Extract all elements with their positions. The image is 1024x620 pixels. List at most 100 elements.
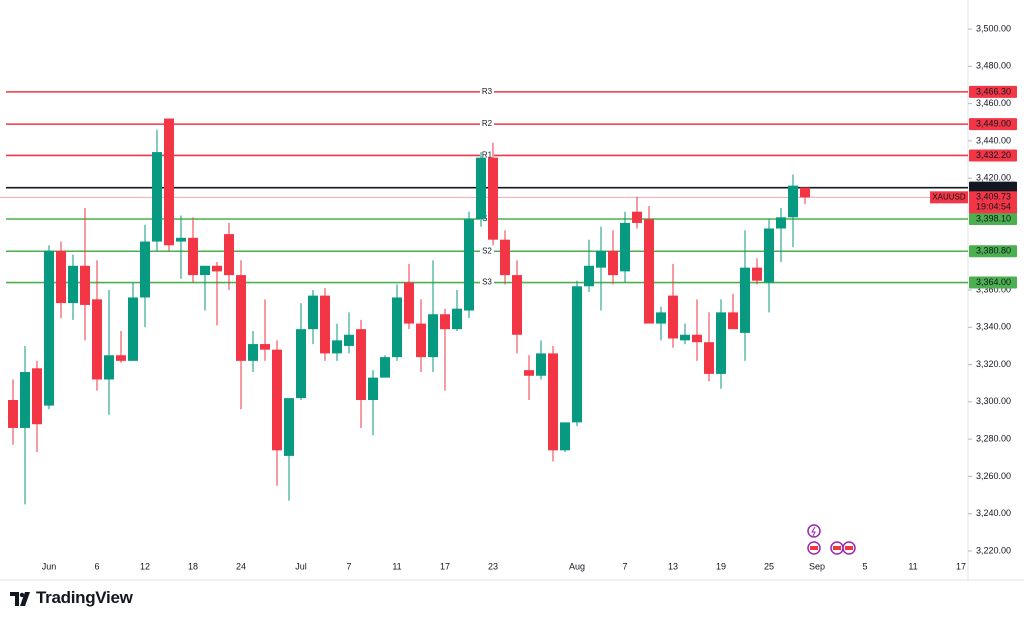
candle-body (776, 217, 786, 229)
level-price-box (969, 85, 1017, 98)
candle-body (140, 241, 150, 298)
brand-logo: TradingView (10, 588, 133, 608)
x-tick-label: 11 (908, 561, 917, 571)
x-tick-label: 17 (440, 561, 450, 571)
candle-body (656, 312, 666, 324)
last-price-box (969, 191, 1017, 214)
x-tick-label: 6 (94, 561, 99, 571)
level-name-bg (480, 214, 494, 225)
candle-body (428, 314, 438, 358)
level-price-label: 3,432.20 (976, 150, 1011, 160)
candle-body (584, 265, 594, 287)
candle-body (176, 237, 186, 242)
x-tick-label: 24 (236, 561, 246, 571)
candle-body (572, 286, 582, 423)
candle-body (752, 267, 762, 281)
candle-body (356, 329, 366, 400)
candle-body (560, 422, 570, 451)
candle-body (620, 222, 630, 272)
level-price-label: 3,398.10 (976, 213, 1011, 223)
y-tick-label: 3,460.00 (976, 98, 1011, 108)
candle-body (44, 250, 54, 406)
level-name-bg (480, 119, 494, 130)
candle-body (548, 353, 558, 451)
event-icons (807, 524, 856, 555)
y-tick-label: 3,220.00 (976, 545, 1011, 555)
candle-body (56, 250, 66, 304)
candle-body (68, 265, 78, 304)
candle-body (476, 157, 486, 220)
level-price-box (969, 149, 1017, 162)
level-name-bg (480, 246, 494, 257)
y-tick-label: 3,420.00 (976, 173, 1011, 183)
candle-body (704, 342, 714, 374)
candle-body (200, 265, 210, 276)
candle-body (740, 267, 750, 333)
x-tick-label: 11 (392, 561, 401, 571)
candle-body (104, 355, 114, 380)
brand-name: TradingView (36, 588, 133, 607)
level-name: S1 (482, 214, 492, 223)
countdown: 19:04:54 (976, 202, 1011, 212)
level-price-label: 3,364.00 (976, 277, 1011, 287)
x-tick-label: 25 (764, 561, 774, 571)
candle-body (128, 297, 138, 361)
candle-body (296, 329, 306, 399)
candle-body (188, 237, 198, 276)
candle-body (716, 312, 726, 374)
candle-body (512, 275, 522, 335)
x-tick-label: Jun (42, 561, 57, 571)
candle-body (248, 344, 258, 361)
candle-body (416, 323, 426, 358)
level-name: S3 (482, 278, 492, 287)
level-price-label: 3,449.00 (976, 118, 1011, 128)
level-price-box (969, 181, 1017, 194)
y-tick-label: 3,240.00 (976, 508, 1011, 518)
candle-body (680, 334, 690, 341)
candle-body (272, 349, 282, 451)
candle-body (668, 295, 678, 339)
level-name: R3 (482, 87, 493, 96)
candle-body (80, 265, 90, 305)
level-name-bg (480, 150, 494, 161)
x-tick-label: 13 (668, 561, 678, 571)
candle-body (164, 118, 174, 246)
candle-body (20, 372, 30, 428)
candle-body (284, 398, 294, 456)
chart: 3,500.00 3,480.00 3,460.00 3,440.00 3,420.00… (0, 0, 1024, 581)
level-name: R2 (482, 119, 493, 128)
candle-body (320, 295, 330, 354)
candle-body (392, 297, 402, 358)
candle-body (116, 355, 126, 361)
candle-body (524, 370, 534, 376)
candle-body (368, 377, 378, 400)
level-price-box (969, 276, 1017, 289)
candle-body (464, 219, 474, 311)
candle-body (788, 185, 798, 218)
candle-body (800, 187, 810, 198)
level-name: R1 (482, 151, 493, 160)
candle-body (260, 344, 270, 350)
candle-body (404, 282, 414, 324)
x-tick-label: 7 (346, 561, 351, 571)
last-price-label: 3,409.73 (976, 192, 1011, 202)
x-tick-label: 19 (716, 561, 726, 571)
level-name-bg (480, 277, 494, 288)
level-price-label: 3,380.80 (976, 246, 1011, 256)
symbol-tag: XAUUSD (932, 192, 966, 201)
level-price-box (969, 118, 1017, 131)
candle-body (332, 340, 342, 354)
y-tick-label: 3,480.00 (976, 61, 1011, 71)
y-tick-label: 3,440.00 (976, 135, 1011, 145)
candle-body (596, 250, 606, 268)
candle-body (488, 157, 498, 240)
candle-body (344, 334, 354, 346)
x-tick-label: Jul (295, 561, 307, 571)
level-name: S2 (482, 246, 492, 255)
candle-body (764, 228, 774, 283)
level-price-box (969, 213, 1017, 226)
candle-body (212, 265, 222, 272)
level-price-box (969, 245, 1017, 258)
candle-body (500, 239, 510, 276)
